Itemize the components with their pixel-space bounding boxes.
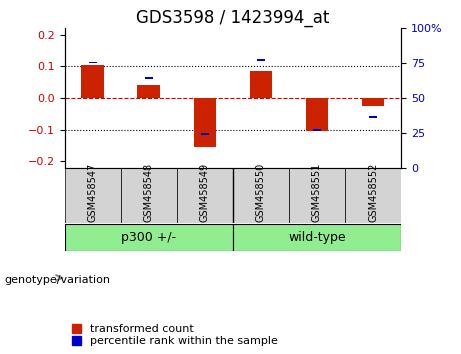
Text: p300 +/-: p300 +/- <box>121 231 176 244</box>
Bar <box>137 85 160 98</box>
Text: GSM458551: GSM458551 <box>312 163 322 222</box>
Text: GSM458547: GSM458547 <box>88 163 98 222</box>
Bar <box>289 168 345 223</box>
Bar <box>362 98 384 106</box>
Bar <box>345 168 401 223</box>
Text: wild-type: wild-type <box>288 231 346 244</box>
Bar <box>257 59 265 61</box>
Text: GSM458550: GSM458550 <box>256 163 266 222</box>
Bar <box>201 133 209 135</box>
Bar <box>121 168 177 223</box>
Bar <box>369 116 377 118</box>
Bar <box>65 168 121 223</box>
Text: GSM458548: GSM458548 <box>144 163 154 222</box>
Bar <box>194 98 216 147</box>
Bar <box>177 168 233 223</box>
Bar <box>65 224 233 251</box>
Text: genotype/variation: genotype/variation <box>5 275 111 285</box>
Bar <box>89 62 96 63</box>
Bar <box>313 129 321 131</box>
Title: GDS3598 / 1423994_at: GDS3598 / 1423994_at <box>136 9 330 27</box>
Bar <box>250 71 272 98</box>
Bar <box>145 77 153 79</box>
Bar <box>233 168 289 223</box>
Bar <box>82 65 104 98</box>
Bar <box>233 224 401 251</box>
Text: GSM458549: GSM458549 <box>200 163 210 222</box>
Legend: transformed count, percentile rank within the sample: transformed count, percentile rank withi… <box>70 322 280 348</box>
Bar <box>306 98 328 131</box>
Text: GSM458552: GSM458552 <box>368 163 378 222</box>
